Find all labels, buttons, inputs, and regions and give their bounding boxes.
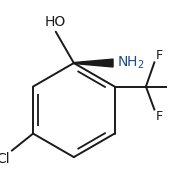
- Polygon shape: [74, 59, 113, 67]
- Text: HO: HO: [45, 15, 66, 29]
- Text: F: F: [156, 110, 163, 123]
- Text: F: F: [156, 49, 163, 62]
- Text: NH$_2$: NH$_2$: [117, 54, 144, 71]
- Text: Cl: Cl: [0, 152, 10, 166]
